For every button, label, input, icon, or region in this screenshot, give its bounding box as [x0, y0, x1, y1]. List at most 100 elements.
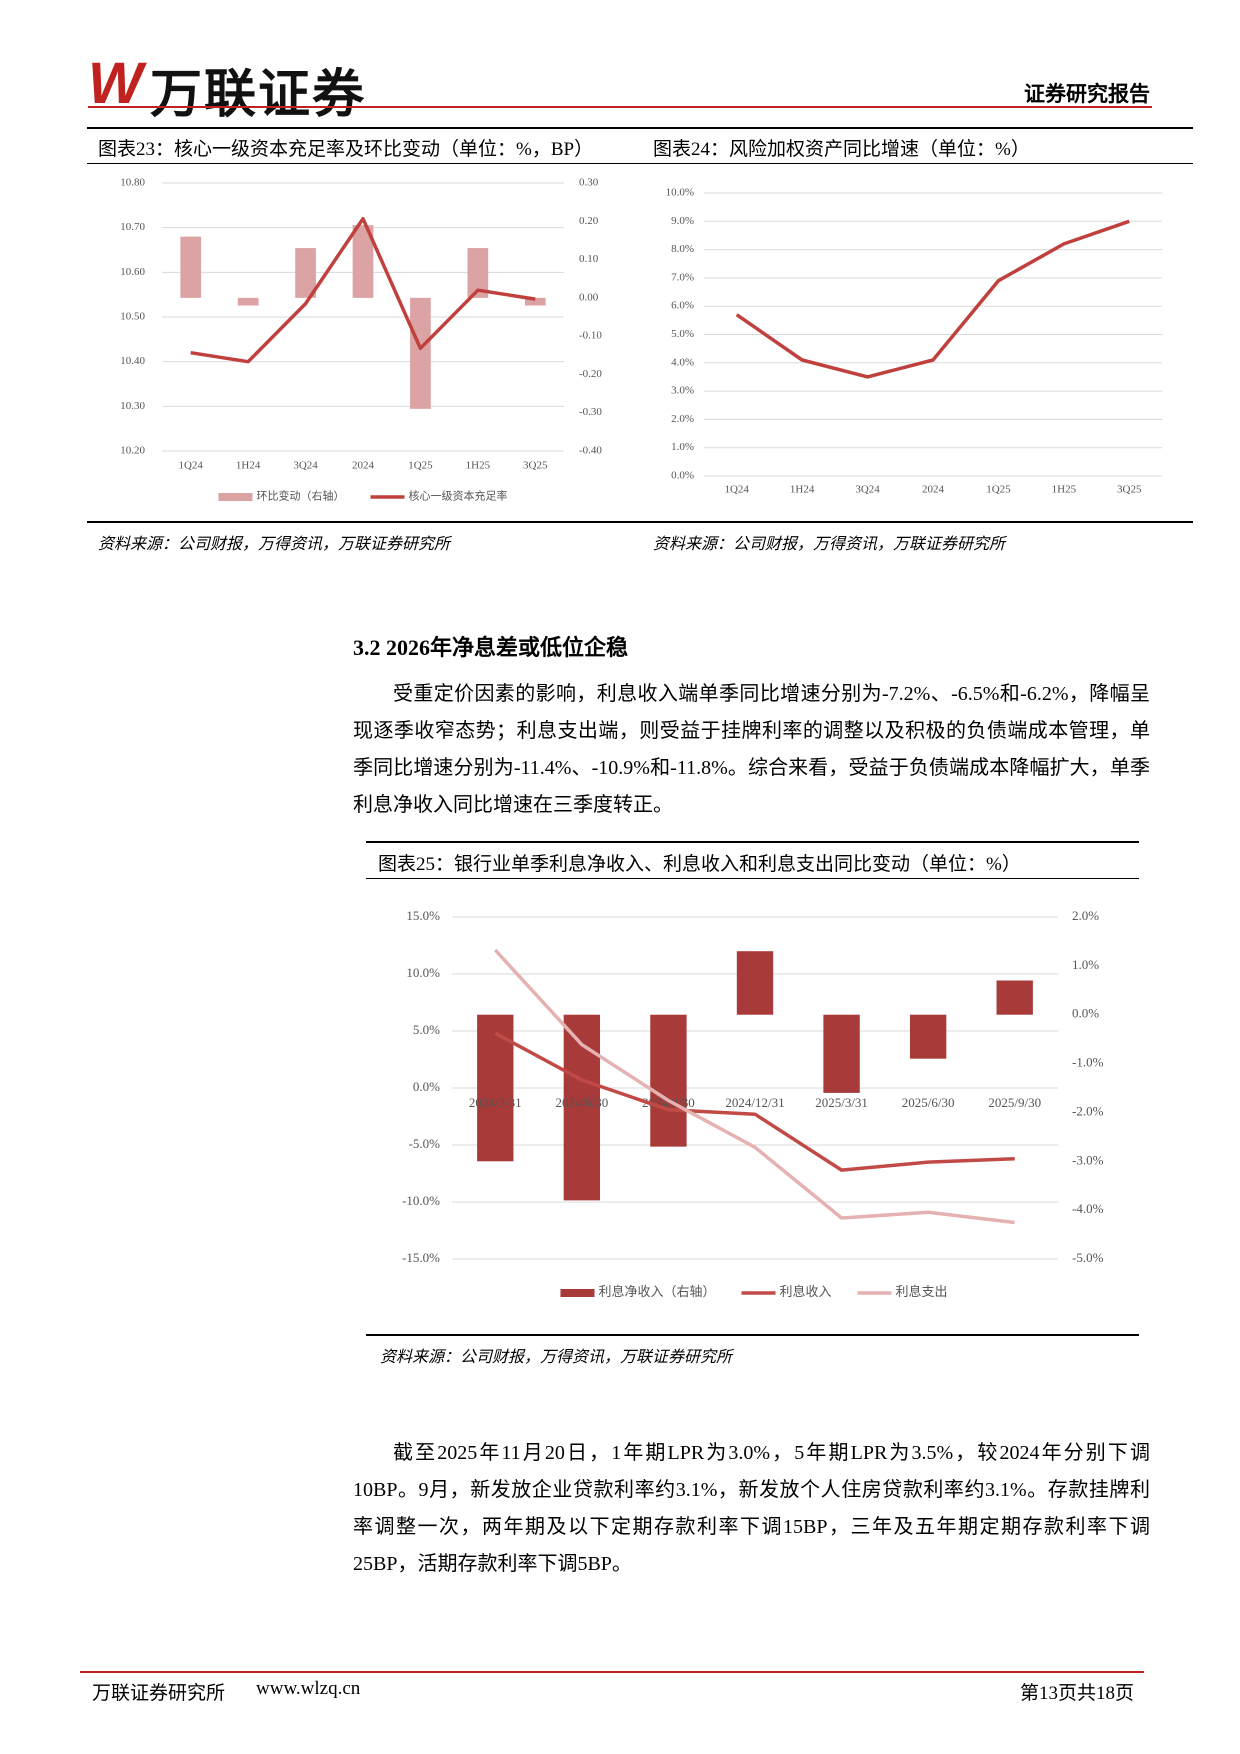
- header-label: 证券研究报告: [1024, 82, 1150, 106]
- x-tick-label: 1Q24: [724, 484, 749, 496]
- y-tick-label: -15.0%: [402, 1250, 440, 1265]
- y-tick-label: 0.0%: [413, 1079, 440, 1094]
- chart: 0.0% 1.0% 2.0% 3.0% 4.0% 5.0% 6.0% 7.0% 8.0% 9.0%…: [666, 187, 1162, 496]
- legend-label: 环比变动（右轴）: [257, 489, 345, 503]
- chart-caption: 图表25：银行业单季利息净收入、利息收入和利息支出同比变动（单位：%）: [378, 854, 1021, 875]
- x-tick-label: 3Q24: [855, 484, 880, 496]
- y2-tick-label: 0.00: [579, 291, 599, 303]
- x-tick-label: 2025/9/30: [988, 1095, 1041, 1110]
- legend-swatch: [560, 1289, 595, 1297]
- y2-tick-label: -1.0%: [1072, 1055, 1104, 1070]
- y-tick-label: 5.0%: [413, 1022, 440, 1037]
- x-tick-label: 2024/12/31: [725, 1095, 784, 1110]
- x-tick-label: 2024/6/30: [555, 1095, 608, 1110]
- bar: [736, 951, 774, 1015]
- bar: [295, 248, 316, 298]
- bar: [524, 297, 546, 306]
- line-series: [494, 1031, 1015, 1172]
- caption-rule: [87, 163, 1193, 164]
- bar: [410, 297, 431, 409]
- footer-url: www.wlzq.cn: [256, 1678, 361, 1699]
- legend-swatch: [218, 493, 253, 501]
- x-tick-label: 1Q25: [986, 484, 1011, 496]
- y-tick-label: 15.0%: [406, 908, 440, 923]
- y-tick-label: 10.80: [120, 177, 145, 189]
- bar: [650, 1014, 687, 1147]
- footer-org: 万联证券研究所: [92, 1683, 226, 1704]
- x-tick-label: 2025/3/31: [815, 1095, 868, 1110]
- x-tick-label: 3Q25: [1117, 484, 1142, 496]
- y-tick-label: 10.50: [120, 311, 145, 323]
- footer-rule: [80, 1671, 1144, 1673]
- y-tick-label: 6.0%: [671, 300, 694, 312]
- line-series: [494, 948, 1015, 1225]
- y2-tick-label: -2.0%: [1072, 1103, 1104, 1118]
- y-tick-label: 9.0%: [671, 215, 694, 227]
- y2-tick-label: 0.10: [579, 253, 599, 265]
- y-tick-label: 10.60: [120, 266, 145, 278]
- bar: [352, 225, 374, 298]
- caption-rule: [87, 127, 1193, 129]
- chart-caption: 图表24：风险加权资产同比增速（单位：%）: [653, 139, 1030, 160]
- y2-tick-label: -0.20: [579, 368, 602, 380]
- x-tick-label: 1Q24: [178, 460, 203, 472]
- y-tick-label: 5.0%: [671, 328, 694, 340]
- x-tick-label: 2025/6/30: [902, 1095, 955, 1110]
- footer-page: 第13页共18页: [1019, 1683, 1134, 1704]
- header-rule: [88, 106, 1152, 108]
- x-tick-label: 1H25: [466, 460, 491, 472]
- y-tick-label: 8.0%: [671, 243, 694, 255]
- logo: 万联证券: [150, 66, 367, 124]
- y2-tick-label: 0.30: [579, 177, 599, 189]
- line-series: [735, 219, 1130, 379]
- legend-label: 利息支出: [896, 1284, 948, 1299]
- y2-tick-label: -0.30: [579, 406, 602, 418]
- section-heading: 3.2 2026年净息差或低位企稳: [353, 635, 629, 660]
- y2-tick-label: -4.0%: [1072, 1201, 1104, 1216]
- chart-source: 资料来源：公司财报，万得资讯，万联证券研究所: [653, 536, 1006, 553]
- x-tick-label: 2024: [352, 460, 375, 472]
- x-tick-label: 1H25: [1052, 484, 1077, 496]
- bar: [909, 1014, 947, 1059]
- chart-rule: [87, 521, 1193, 523]
- legend-label: 核心一级资本充足率: [409, 489, 508, 503]
- bar: [237, 297, 259, 306]
- x-tick-label: 2024: [922, 484, 945, 496]
- chart-source: 资料来源：公司财报，万得资讯，万联证券研究所: [98, 536, 451, 553]
- y-tick-label: 0.0%: [671, 470, 694, 482]
- y2-tick-label: -5.0%: [1072, 1250, 1104, 1265]
- x-tick-label: 3Q24: [293, 460, 318, 472]
- x-tick-label: 3Q25: [523, 460, 548, 472]
- bar: [477, 1014, 514, 1162]
- y-tick-label: -5.0%: [409, 1136, 441, 1151]
- y-tick-label: 10.70: [120, 221, 145, 233]
- chart-source: 资料来源：公司财报，万得资讯，万联证券研究所: [380, 1349, 733, 1366]
- y-tick-label: 10.20: [120, 445, 145, 457]
- line-series: [190, 216, 536, 364]
- x-tick-label: 1H24: [790, 484, 815, 496]
- logo-mark: W: [88, 51, 143, 116]
- bar: [996, 980, 1033, 1015]
- y2-tick-label: 2.0%: [1072, 908, 1099, 923]
- y-tick-label: -10.0%: [402, 1193, 440, 1208]
- chart-caption: 图表23：核心一级资本充足率及环比变动（单位：%，BP）: [98, 139, 594, 160]
- y-tick-label: 1.0%: [671, 441, 694, 453]
- caption-rule: [366, 841, 1139, 843]
- y2-tick-label: -0.10: [579, 330, 602, 342]
- chart-rule: [366, 1334, 1139, 1336]
- bar: [180, 236, 202, 298]
- y-tick-label: 3.0%: [671, 385, 694, 397]
- x-tick-label: 2024/3/31: [469, 1095, 522, 1110]
- y-tick-label: 10.0%: [406, 965, 440, 980]
- bar: [467, 248, 489, 298]
- y-tick-label: 10.30: [120, 400, 145, 412]
- y-tick-label: 10.0%: [666, 187, 694, 199]
- caption-rule: [366, 878, 1139, 879]
- paragraph: 截至2025年11月20日，1年期LPR为3.0%，5年期LPR为3.5%，较2…: [353, 1442, 1150, 1575]
- legend-label: 利息收入: [779, 1284, 831, 1299]
- y-tick-label: 10.40: [120, 355, 145, 367]
- y2-tick-label: 0.0%: [1072, 1006, 1099, 1021]
- y-tick-label: 7.0%: [671, 271, 694, 283]
- legend-label: 利息净收入（右轴）: [598, 1284, 715, 1299]
